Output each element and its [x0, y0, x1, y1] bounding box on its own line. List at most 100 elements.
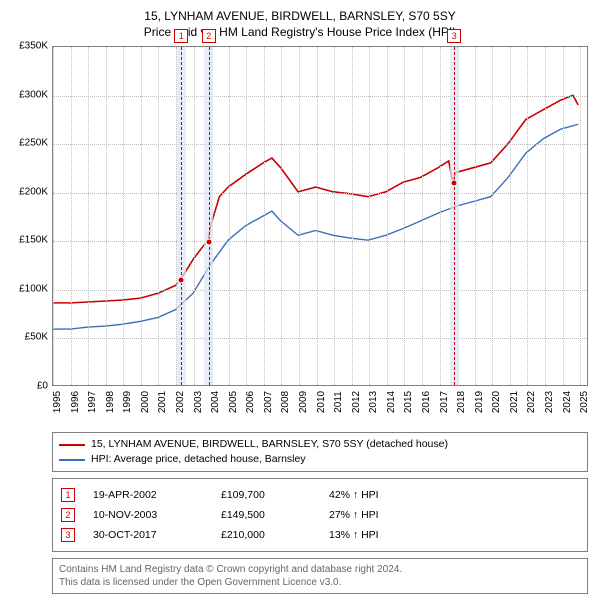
xtick-label: 1998	[105, 391, 116, 413]
xtick-label: 2024	[562, 391, 573, 413]
ytick-label: £200K	[19, 186, 48, 197]
xtick-label: 2020	[491, 391, 502, 413]
gridline-v	[88, 47, 89, 385]
footnote-line2: This data is licensed under the Open Gov…	[59, 576, 581, 589]
ytick-label: £300K	[19, 89, 48, 100]
gridline-v	[422, 47, 423, 385]
gridline-v	[387, 47, 388, 385]
gridline-v	[141, 47, 142, 385]
xtick-label: 2010	[316, 391, 327, 413]
xtick-label: 1996	[70, 391, 81, 413]
gridline-v	[317, 47, 318, 385]
gridline-v	[229, 47, 230, 385]
sales-table: 1 19-APR-2002 £109,700 42% ↑ HPI 2 10-NOV-200…	[52, 478, 588, 552]
sale-idx: 2	[61, 508, 75, 522]
ytick-label: £100K	[19, 283, 48, 294]
gridline-v	[563, 47, 564, 385]
xtick-label: 2018	[456, 391, 467, 413]
sale-idx: 1	[61, 488, 75, 502]
gridline-v	[475, 47, 476, 385]
xtick-label: 2021	[509, 391, 520, 413]
gridline-v	[299, 47, 300, 385]
xtick-label: 2016	[421, 391, 432, 413]
xtick-label: 2015	[403, 391, 414, 413]
xtick-label: 1999	[122, 391, 133, 413]
legend-swatch	[59, 459, 85, 461]
gridline-v	[53, 47, 54, 385]
gridline-v	[194, 47, 195, 385]
line-svg	[53, 47, 587, 385]
sale-marker-2: 2	[202, 29, 216, 43]
ytick-label: £250K	[19, 138, 48, 149]
gridline-v	[264, 47, 265, 385]
xtick-label: 1995	[52, 391, 63, 413]
sale-date: 30-OCT-2017	[93, 529, 203, 541]
xtick-label: 2011	[333, 391, 344, 413]
sale-row: 1 19-APR-2002 £109,700 42% ↑ HPI	[61, 485, 579, 505]
sale-hpi: 42% ↑ HPI	[329, 489, 439, 501]
gridline-v	[71, 47, 72, 385]
xtick-label: 2019	[474, 391, 485, 413]
legend-label: HPI: Average price, detached house, Barn…	[91, 452, 306, 467]
gridline-h	[53, 338, 587, 339]
sale-price: £210,000	[221, 529, 311, 541]
gridline-v	[527, 47, 528, 385]
sale-row: 210-NOV-2003£149,50027% ↑ HPI	[61, 505, 579, 525]
gridline-v	[545, 47, 546, 385]
x-axis-labels: 1995199619971998199920002001200220032004…	[52, 388, 588, 424]
sale-hpi: 13% ↑ HPI	[329, 529, 439, 541]
gridline-h	[53, 193, 587, 194]
xtick-label: 2001	[157, 391, 168, 413]
xtick-label: 2007	[263, 391, 274, 413]
xtick-label: 2022	[526, 391, 537, 413]
gridline-v	[492, 47, 493, 385]
chart-area: £0£50K£100K£150K£200K£250K£300K£350K 123…	[10, 46, 590, 426]
ytick-label: £150K	[19, 235, 48, 246]
gridline-v	[246, 47, 247, 385]
sale-dot-3	[451, 180, 458, 187]
xtick-label: 2000	[140, 391, 151, 413]
gridline-v	[404, 47, 405, 385]
gridline-v	[123, 47, 124, 385]
gridline-v	[334, 47, 335, 385]
xtick-label: 2005	[228, 391, 239, 413]
footnote-line1: Contains HM Land Registry data © Crown c…	[59, 563, 581, 576]
sale-vline	[209, 47, 210, 385]
xtick-label: 2013	[368, 391, 379, 413]
gridline-v	[106, 47, 107, 385]
gridline-v	[352, 47, 353, 385]
legend-row: HPI: Average price, detached house, Barn…	[59, 452, 581, 467]
sale-date: 10-NOV-2003	[93, 509, 203, 521]
container: 15, LYNHAM AVENUE, BIRDWELL, BARNSLEY, S…	[0, 0, 600, 590]
xtick-label: 2023	[544, 391, 555, 413]
xtick-label: 2014	[386, 391, 397, 413]
sale-idx: 3	[61, 528, 75, 542]
ytick-label: £350K	[19, 41, 48, 52]
sale-dot-2	[205, 238, 212, 245]
ytick-label: £50K	[25, 332, 48, 343]
sale-marker-1: 1	[174, 29, 188, 43]
gridline-v	[158, 47, 159, 385]
legend-label: 15, LYNHAM AVENUE, BIRDWELL, BARNSLEY, S…	[91, 437, 448, 452]
chart-subtitle: Price paid vs. HM Land Registry's House …	[10, 24, 590, 40]
sale-dot-1	[178, 277, 185, 284]
legend-row: 15, LYNHAM AVENUE, BIRDWELL, BARNSLEY, S…	[59, 437, 581, 452]
sale-date: 19-APR-2002	[93, 489, 203, 501]
gridline-h	[53, 144, 587, 145]
sale-price: £109,700	[221, 489, 311, 501]
xtick-label: 2009	[298, 391, 309, 413]
sale-row: 3 30-OCT-2017 £210,000 13% ↑ HPI	[61, 525, 579, 545]
xtick-label: 2017	[439, 391, 450, 413]
legend-swatch	[59, 444, 85, 446]
sale-vline	[454, 47, 455, 385]
sale-hpi: 27% ↑ HPI	[329, 509, 439, 521]
gridline-v	[369, 47, 370, 385]
gridline-v	[510, 47, 511, 385]
gridline-h	[53, 96, 587, 97]
y-axis-labels: £0£50K£100K£150K£200K£250K£300K£350K	[10, 46, 50, 386]
gridline-h	[53, 290, 587, 291]
gridline-h	[53, 241, 587, 242]
xtick-label: 2006	[245, 391, 256, 413]
sale-marker-3: 3	[447, 29, 461, 43]
xtick-label: 2002	[175, 391, 186, 413]
